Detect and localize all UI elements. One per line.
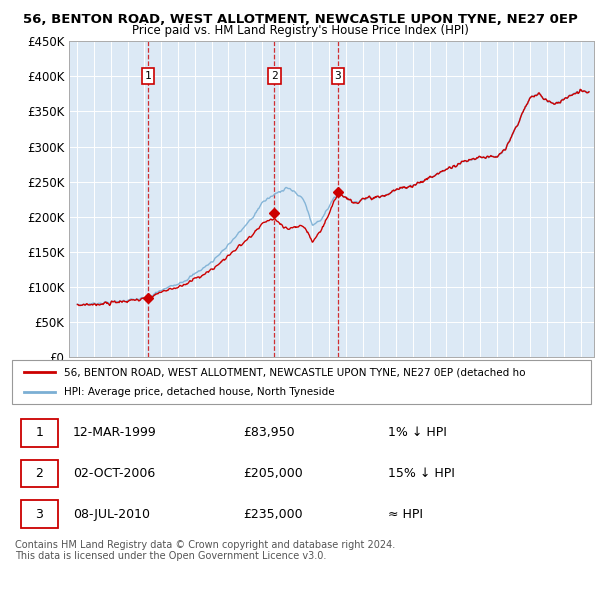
Text: 1: 1 (35, 427, 43, 440)
FancyBboxPatch shape (20, 419, 58, 447)
Text: £83,950: £83,950 (244, 427, 295, 440)
Text: Price paid vs. HM Land Registry's House Price Index (HPI): Price paid vs. HM Land Registry's House … (131, 24, 469, 37)
Text: 3: 3 (35, 507, 43, 520)
Text: 08-JUL-2010: 08-JUL-2010 (73, 507, 150, 520)
Text: £235,000: £235,000 (244, 507, 303, 520)
Text: 1% ↓ HPI: 1% ↓ HPI (388, 427, 447, 440)
Text: 2: 2 (271, 71, 278, 81)
Text: 1: 1 (144, 71, 151, 81)
Text: £205,000: £205,000 (244, 467, 304, 480)
FancyBboxPatch shape (20, 460, 58, 487)
Text: 56, BENTON ROAD, WEST ALLOTMENT, NEWCASTLE UPON TYNE, NE27 0EP: 56, BENTON ROAD, WEST ALLOTMENT, NEWCAST… (23, 13, 577, 26)
FancyBboxPatch shape (20, 500, 58, 528)
Text: Contains HM Land Registry data © Crown copyright and database right 2024.
This d: Contains HM Land Registry data © Crown c… (15, 540, 395, 562)
Text: 12-MAR-1999: 12-MAR-1999 (73, 427, 157, 440)
Text: 15% ↓ HPI: 15% ↓ HPI (388, 467, 455, 480)
Text: 02-OCT-2006: 02-OCT-2006 (73, 467, 155, 480)
Text: ≈ HPI: ≈ HPI (388, 507, 424, 520)
Text: HPI: Average price, detached house, North Tyneside: HPI: Average price, detached house, Nort… (64, 387, 335, 396)
Text: 2: 2 (35, 467, 43, 480)
Text: 3: 3 (334, 71, 341, 81)
Text: 56, BENTON ROAD, WEST ALLOTMENT, NEWCASTLE UPON TYNE, NE27 0EP (detached ho: 56, BENTON ROAD, WEST ALLOTMENT, NEWCAST… (64, 368, 526, 377)
